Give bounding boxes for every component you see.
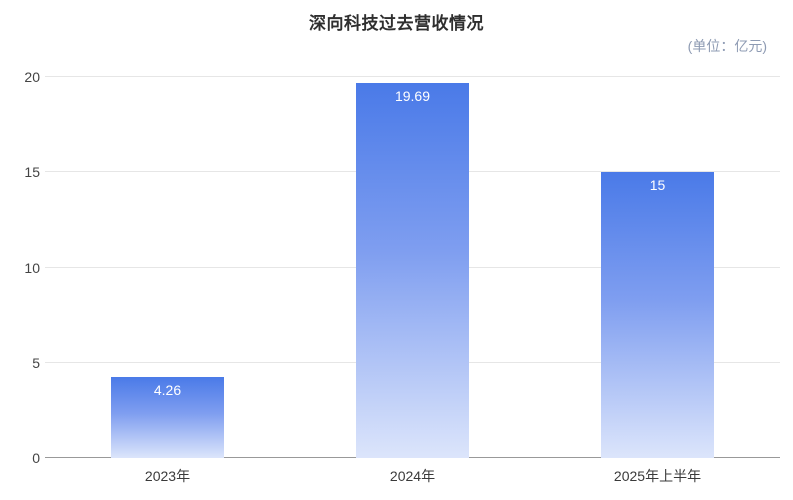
y-tick-label: 5 xyxy=(32,354,40,371)
bar-value-label: 19.69 xyxy=(394,87,431,104)
plot-area: 0 5 10 15 20 4.26 19.69 15 xyxy=(24,69,780,466)
y-tick-label: 15 xyxy=(24,164,40,181)
bar-2024年: 19.69 xyxy=(356,82,469,458)
y-tick-label: 20 xyxy=(24,69,40,85)
x-tick-label: 2023年 xyxy=(144,468,191,484)
gridline xyxy=(45,76,780,77)
bar-series: 4.26 19.69 15 xyxy=(45,77,780,458)
bar-value-label: 4.26 xyxy=(153,381,182,398)
y-tick-label: 0 xyxy=(32,450,40,466)
bar-slot: 19.69 xyxy=(290,77,535,458)
x-tick-label: 2025年上半年 xyxy=(613,468,702,484)
chart-title: 深向科技过去营收情况 xyxy=(309,14,484,33)
chart-unit-label: (单位：亿元) xyxy=(687,38,767,54)
x-tick-label: 2024年 xyxy=(389,468,436,484)
bar-2023年: 4.26 xyxy=(111,376,224,458)
bar-slot: 4.26 xyxy=(45,77,290,458)
bar-2025年上半年: 15 xyxy=(601,172,714,458)
bar-value-label: 15 xyxy=(649,177,666,194)
y-tick-label: 10 xyxy=(24,259,40,276)
x-axis-labels: 2023年 2024年 2025年上半年 xyxy=(45,466,780,486)
bar-slot: 15 xyxy=(535,77,780,458)
